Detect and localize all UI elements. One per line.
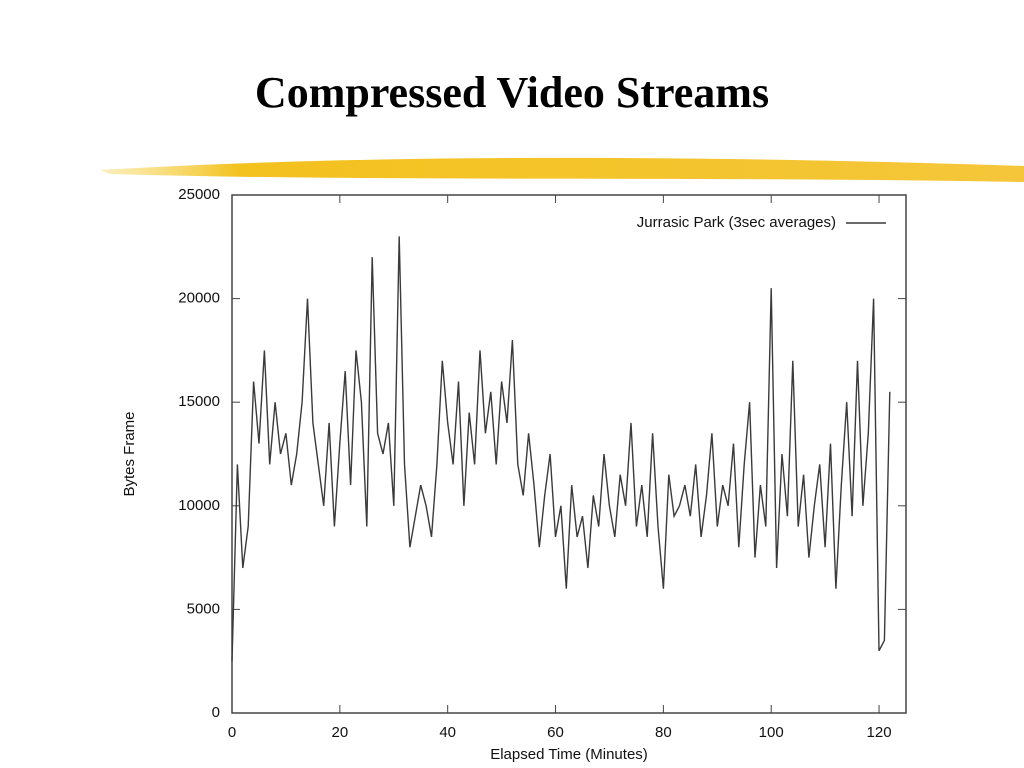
data-line bbox=[231, 236, 891, 662]
y-tick-label: 5000 bbox=[187, 600, 220, 617]
x-tick-label: 20 bbox=[331, 724, 348, 741]
y-tick-label: 0 bbox=[212, 704, 220, 721]
x-tick-label: 40 bbox=[439, 724, 456, 741]
x-tick-label: 60 bbox=[547, 724, 564, 741]
y-axis-label: Bytes Frame bbox=[121, 411, 138, 496]
slide-title: Compressed Video Streams bbox=[255, 68, 769, 117]
y-tick-label: 15000 bbox=[178, 393, 220, 410]
x-tick-label: 120 bbox=[867, 724, 892, 741]
plot-frame bbox=[231, 194, 907, 714]
legend-label: Jurrasic Park (3sec averages) bbox=[637, 214, 836, 231]
x-tick-label: 80 bbox=[655, 724, 672, 741]
y-tick-label: 20000 bbox=[178, 290, 220, 307]
x-axis-label: Elapsed Time (Minutes) bbox=[490, 746, 648, 763]
x-tick-label: 0 bbox=[228, 724, 236, 741]
brush-stroke bbox=[100, 157, 1024, 182]
y-tick-label: 10000 bbox=[178, 497, 220, 514]
x-tick-label: 100 bbox=[759, 724, 784, 741]
y-tick-label: 25000 bbox=[178, 186, 220, 203]
